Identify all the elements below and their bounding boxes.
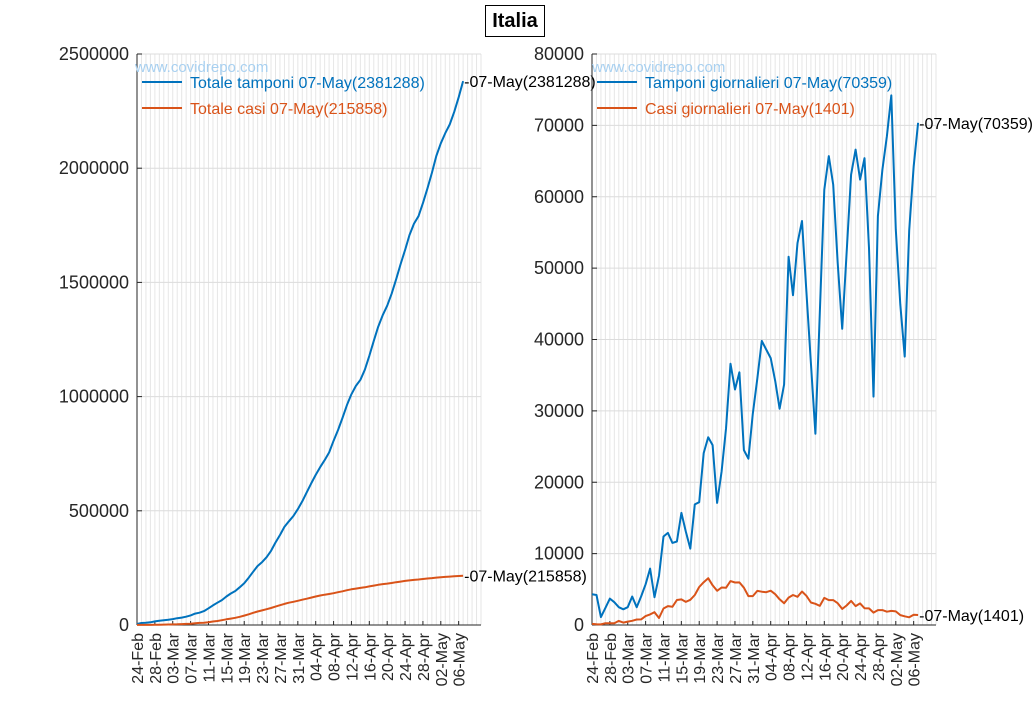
legend: Tamponi giornalieri 07-May(70359) Casi gi… <box>597 75 892 118</box>
legend-label: Totale tamponi 07-May(2381288) <box>190 75 425 92</box>
y-tick-label: 70000 <box>534 115 584 135</box>
y-tick-label: 1500000 <box>59 272 129 292</box>
x-tick-label: 11-Mar <box>656 632 673 682</box>
y-tick-label: 60000 <box>534 187 584 207</box>
x-tick-label: 19-Mar <box>237 632 254 683</box>
x-tick-label: 04-Apr <box>764 632 781 681</box>
y-tick-label: 2500000 <box>59 44 129 64</box>
chart-2: 0 10000 20000 30000 40000 50000 60000 70000 8000… <box>534 44 1033 686</box>
series-end-label-2: -07-May(215858) <box>464 569 587 586</box>
y-tick-label: 40000 <box>534 330 584 350</box>
series-end-label-1: -07-May(2381288) <box>464 74 596 91</box>
x-tick-label: 12-Apr <box>344 632 361 681</box>
x-tick-label: 03-Mar <box>621 632 638 683</box>
legend: Totale tamponi 07-May(2381288) Totale cas… <box>142 75 425 118</box>
series-line-1 <box>136 80 465 625</box>
x-tick-label: 20-Apr <box>835 632 852 681</box>
x-tick-label: 06-May <box>452 633 469 686</box>
x-tick-label: 12-Apr <box>799 632 816 681</box>
y-tick-label: 0 <box>574 615 584 635</box>
x-tick-label: 11-Mar <box>201 632 218 682</box>
x-tick-label: 19-Mar <box>692 632 709 683</box>
y-tick-label: 80000 <box>534 44 584 64</box>
x-tick-label: 27-Mar <box>728 632 745 683</box>
x-tick-label: 02-May <box>889 633 906 686</box>
x-tick-label: 28-Feb <box>148 633 165 684</box>
x-tick-label: 15-Mar <box>674 632 691 683</box>
x-tick-label: 23-Mar <box>710 632 727 683</box>
x-tick-label: 04-Apr <box>309 632 326 681</box>
x-tick-label: 27-Mar <box>273 632 290 683</box>
x-tick-label: 24-Feb <box>130 633 147 684</box>
y-tick-label: 500000 <box>69 501 129 521</box>
grid <box>136 53 482 626</box>
watermark: www.covidrepo.com <box>591 59 725 76</box>
x-tick-label: 02-May <box>434 633 451 686</box>
x-tick-label: 24-Apr <box>853 632 870 681</box>
y-tick-label: 2000000 <box>59 158 129 178</box>
x-tick-label: 08-Apr <box>782 632 799 681</box>
page-title: Italia <box>485 5 545 37</box>
x-tick-label: 20-Apr <box>380 632 397 681</box>
x-tick-label: 07-Mar <box>184 632 201 683</box>
x-tick-label: 23-Mar <box>255 632 272 683</box>
y-tick-label: 30000 <box>534 401 584 421</box>
watermark: www.covidrepo.com <box>134 59 268 76</box>
grid <box>591 53 937 626</box>
x-tick-label: 16-Apr <box>362 632 379 681</box>
y-tick-label: 1000000 <box>59 387 129 407</box>
x-tick-label: 15-Mar <box>219 632 236 683</box>
series-end-label-1: -07-May(70359) <box>919 116 1033 133</box>
x-tick-label: 28-Feb <box>603 633 620 684</box>
y-tick-label: 0 <box>119 615 129 635</box>
x-tick-label: 24-Feb <box>585 633 602 684</box>
x-tick-label: 08-Apr <box>327 632 344 681</box>
series-line-2 <box>591 577 919 626</box>
series-line-1 <box>591 94 920 619</box>
x-tick-label: 07-Mar <box>639 632 656 683</box>
y-tick-label: 50000 <box>534 258 584 278</box>
x-tick-label: 31-Mar <box>746 632 763 683</box>
x-tick-label: 31-Mar <box>291 632 308 683</box>
series-end-label-2: -07-May(1401) <box>919 608 1024 625</box>
y-tick-label: 20000 <box>534 472 584 492</box>
x-tick-label: 06-May <box>907 633 924 686</box>
chart-1: 0500000100000015000002000000250000024-Fe… <box>59 44 596 686</box>
series-line-2 <box>137 574 464 626</box>
x-tick-label: 16-Apr <box>817 632 834 681</box>
y-tick-label: 10000 <box>534 544 584 564</box>
legend-label: Totale casi 07-May(215858) <box>190 101 387 118</box>
x-tick-label: 28-Apr <box>871 632 888 681</box>
legend-label: Tamponi giornalieri 07-May(70359) <box>645 75 892 92</box>
x-tick-label: 03-Mar <box>166 632 183 683</box>
x-tick-label: 24-Apr <box>398 632 415 681</box>
x-tick-label: 28-Apr <box>416 632 433 681</box>
legend-label: Casi giornalieri 07-May(1401) <box>645 101 855 118</box>
